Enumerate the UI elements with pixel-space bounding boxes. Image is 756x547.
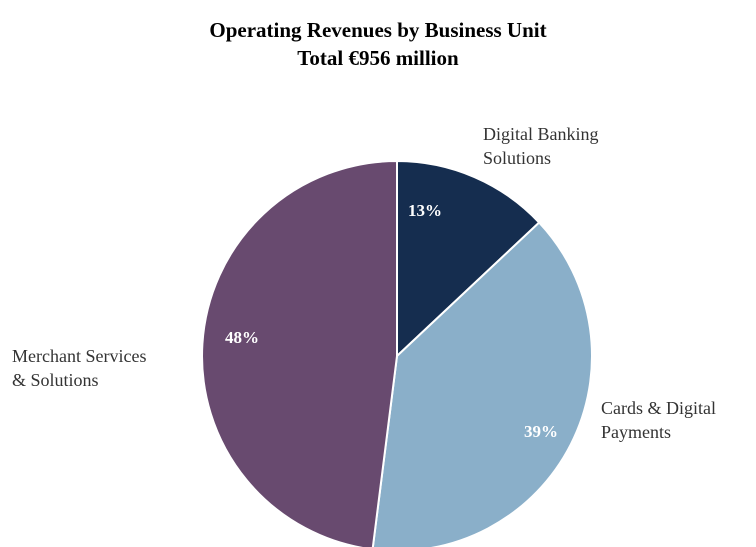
chart-title-block: Operating Revenues by Business Unit Tota… [0, 16, 756, 72]
category-label-line: & Solutions [12, 370, 99, 390]
slice-value-label: 39% [524, 422, 558, 441]
pie-slice-3 [201, 159, 398, 547]
category-label-line: Payments [601, 422, 671, 442]
category-label-line: Solutions [483, 148, 551, 168]
chart-title: Operating Revenues by Business Unit [209, 18, 547, 42]
slice-value-label: 13% [408, 201, 442, 220]
category-label-line: Cards & Digital [601, 398, 716, 418]
category-label-line: Digital Banking [483, 124, 599, 144]
pie-slice-1 [396, 159, 541, 359]
category-label: Cards & Digital Payments [601, 398, 716, 442]
category-label: Merchant Services & Solutions [12, 346, 146, 390]
category-label: Digital Banking Solutions [483, 124, 599, 168]
chart-subtitle: Total €956 million [297, 46, 459, 70]
slice-value-label: 48% [225, 328, 259, 347]
category-label-line: Merchant Services [12, 346, 146, 366]
